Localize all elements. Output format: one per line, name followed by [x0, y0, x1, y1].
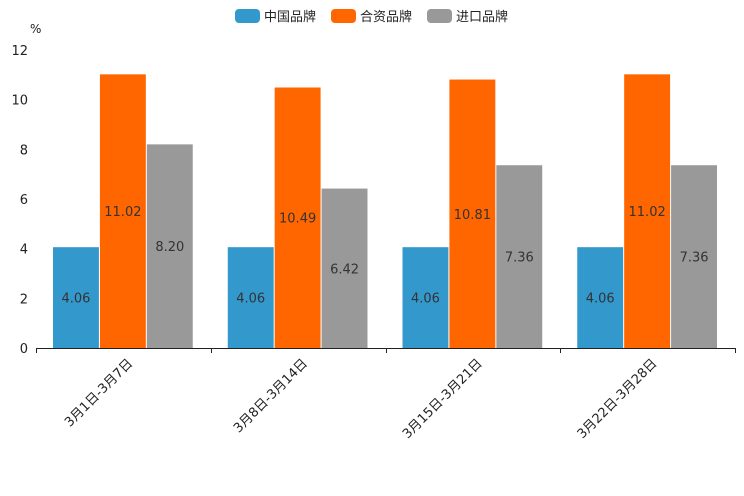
- x-category-label: 3月15日-3月21日: [400, 356, 486, 442]
- x-category-label: 3月1日-3月7日: [62, 356, 136, 430]
- bar-2-2: [274, 87, 321, 348]
- data-label: 4.06: [586, 292, 615, 307]
- y-tick-label: 6: [20, 193, 28, 208]
- data-label: 8.20: [155, 240, 184, 255]
- data-label: 4.06: [411, 292, 440, 307]
- y-axis-unit-label: %: [30, 22, 41, 36]
- data-label: 11.02: [629, 205, 666, 220]
- legend-swatch: [235, 9, 260, 23]
- y-tick-label: 4: [20, 243, 28, 258]
- bar-2-1: [99, 74, 146, 348]
- legend-label: 进口品牌: [456, 9, 508, 25]
- x-category-label: 3月22日-3月28日: [575, 356, 661, 442]
- data-label: 4.06: [236, 292, 265, 307]
- data-label: 4.06: [61, 292, 90, 307]
- bar-3-1: [146, 144, 193, 348]
- y-tick-label: 10: [11, 94, 28, 109]
- bars: 4.06 11.02 8.20 4.06 10.49 6.42 4.06 10.81 7.36 4…: [53, 74, 717, 348]
- x-category-label: 3月8日-3月14日: [231, 356, 311, 436]
- data-label: 7.36: [505, 251, 534, 266]
- data-label: 10.49: [279, 212, 316, 227]
- data-label: 7.36: [680, 251, 709, 266]
- legend: 中国品牌 合资品牌 进口品牌: [235, 9, 508, 25]
- data-label: 11.02: [104, 205, 141, 220]
- bar-2-4: [624, 74, 671, 348]
- bar-1-3: [402, 247, 449, 348]
- x-axis: 3月1日-3月7日 3月8日-3月14日 3月15日-3月21日 3月22日-3月28…: [36, 348, 736, 442]
- y-tick-label: 12: [11, 44, 28, 59]
- legend-swatch: [427, 9, 452, 23]
- legend-label: 合资品牌: [360, 9, 412, 25]
- bar-3-2: [321, 188, 368, 348]
- data-label: 10.81: [454, 208, 491, 223]
- y-tick-label: 8: [20, 143, 28, 158]
- bar-1-1: [53, 247, 99, 348]
- y-tick-label: 2: [20, 292, 28, 307]
- legend-label: 中国品牌: [264, 9, 316, 25]
- bar-3-4: [671, 165, 717, 348]
- bar-2-3: [449, 79, 496, 348]
- y-tick-label: 0: [20, 342, 28, 357]
- bar-3-3: [496, 165, 543, 348]
- y-axis-ticks: 0 2 4 6 8 10 12: [11, 44, 28, 357]
- bar-1-2: [227, 247, 274, 348]
- bar-1-4: [577, 247, 624, 348]
- data-label: 6.42: [330, 262, 359, 277]
- legend-swatch: [331, 9, 356, 23]
